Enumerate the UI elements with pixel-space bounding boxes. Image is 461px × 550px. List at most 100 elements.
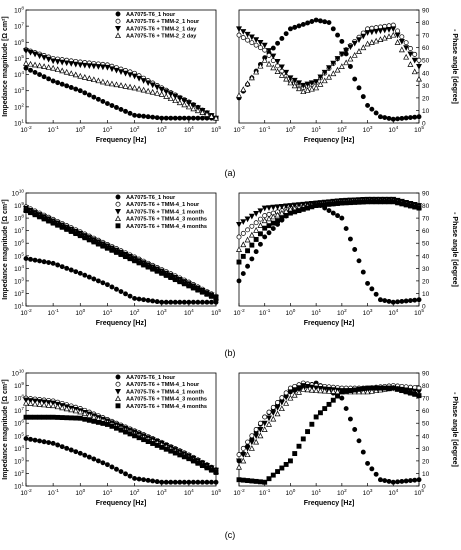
data-point: [326, 387, 332, 394]
data-point: [249, 256, 255, 262]
data-point: [23, 256, 29, 262]
data-point: [411, 68, 418, 75]
data-point: [309, 204, 315, 210]
data-point: [172, 450, 178, 456]
data-point: [304, 386, 311, 393]
data-point: [209, 299, 214, 305]
data-point: [199, 299, 205, 305]
data-point: [59, 404, 66, 411]
data-point: [416, 393, 422, 399]
data-point: [32, 61, 39, 68]
data-point: [109, 103, 115, 108]
data-point: [270, 53, 277, 60]
data-point: [270, 410, 277, 417]
data-point: [373, 385, 379, 391]
data-point: [185, 100, 192, 106]
data-point: [300, 383, 307, 389]
data-point: [407, 478, 413, 484]
y-tick-label: 90: [422, 191, 430, 198]
data-point: [141, 262, 147, 268]
data-point: [386, 199, 392, 205]
legend-entry: AA7075-T6 + TMM-4_1 hour: [126, 202, 200, 208]
y-tick-label: 106: [14, 38, 24, 47]
data-point: [253, 226, 260, 233]
data-point: [308, 386, 315, 393]
data-point: [154, 299, 160, 305]
data-point: [253, 478, 259, 484]
data-point: [365, 280, 371, 286]
data-point: [257, 208, 264, 215]
data-point: [132, 112, 138, 118]
data-point: [23, 208, 29, 214]
phase-plot: 0 10 20 30 40 50 60 70 80 90 10-2 10-1 100 101 102 103 1…: [233, 8, 458, 145]
x-tick-label: 10-2: [233, 125, 245, 134]
data-point: [90, 63, 97, 70]
data-point: [209, 467, 214, 473]
data-point: [181, 299, 187, 305]
data-point: [181, 281, 187, 287]
data-point: [236, 32, 242, 38]
data-point: [266, 415, 272, 422]
data-point: [168, 479, 174, 485]
data-point: [339, 389, 345, 395]
data-point: [382, 298, 388, 304]
data-point: [195, 479, 201, 485]
data-point: [95, 241, 101, 247]
data-point: [213, 470, 219, 475]
data-point: [59, 81, 65, 87]
data-point: [291, 82, 298, 89]
panel-caption: (b): [225, 348, 236, 358]
data-point: [72, 71, 79, 78]
data-point: [50, 260, 56, 266]
data-point: [132, 475, 138, 481]
data-point: [386, 298, 392, 304]
data-point: [68, 415, 74, 421]
data-point: [50, 58, 57, 65]
data-point: [266, 476, 272, 482]
data-point: [261, 56, 268, 63]
data-point: [330, 201, 336, 207]
data-point: [351, 40, 358, 47]
data-point: [279, 465, 285, 471]
data-point: [305, 429, 311, 435]
y-tick-label: 10: [422, 291, 430, 298]
x-tick-label: 102: [130, 308, 140, 317]
data-point: [168, 448, 174, 454]
data-point: [308, 85, 315, 92]
data-point: [194, 107, 201, 114]
data-point: [118, 469, 124, 475]
x-tick-label: 102: [130, 488, 140, 497]
x-tick-label: 104: [388, 308, 398, 317]
data-point: [167, 95, 174, 101]
x-tick-label: 103: [363, 125, 373, 134]
y-axis-label: Impedance magnitude [Ω cm²]: [2, 379, 9, 480]
data-point: [118, 82, 124, 88]
data-point: [257, 231, 263, 237]
data-point: [32, 212, 38, 218]
data-point: [296, 85, 302, 92]
y-tick-label: 104: [14, 444, 24, 453]
x-tick-label: 100: [75, 488, 85, 497]
data-point: [338, 63, 345, 69]
data-point: [343, 388, 349, 394]
data-point: [50, 414, 56, 420]
data-point: [261, 420, 268, 427]
data-point: [104, 462, 110, 468]
data-point: [36, 53, 43, 60]
y-tick-label: 90: [422, 371, 430, 378]
data-point: [181, 115, 187, 121]
data-point: [275, 469, 281, 475]
data-point: [154, 442, 160, 448]
data-point: [283, 390, 289, 396]
y-tick-label: 102: [14, 289, 24, 298]
data-point: [248, 231, 255, 238]
x-tick-label: 103: [363, 308, 373, 317]
data-point: [127, 110, 133, 116]
data-point: [95, 419, 101, 425]
data-point: [382, 199, 388, 205]
data-point: [377, 36, 384, 42]
data-point: [28, 210, 33, 216]
data-point: [99, 64, 106, 71]
data-point: [195, 460, 201, 466]
x-tick-label: 102: [130, 125, 140, 134]
